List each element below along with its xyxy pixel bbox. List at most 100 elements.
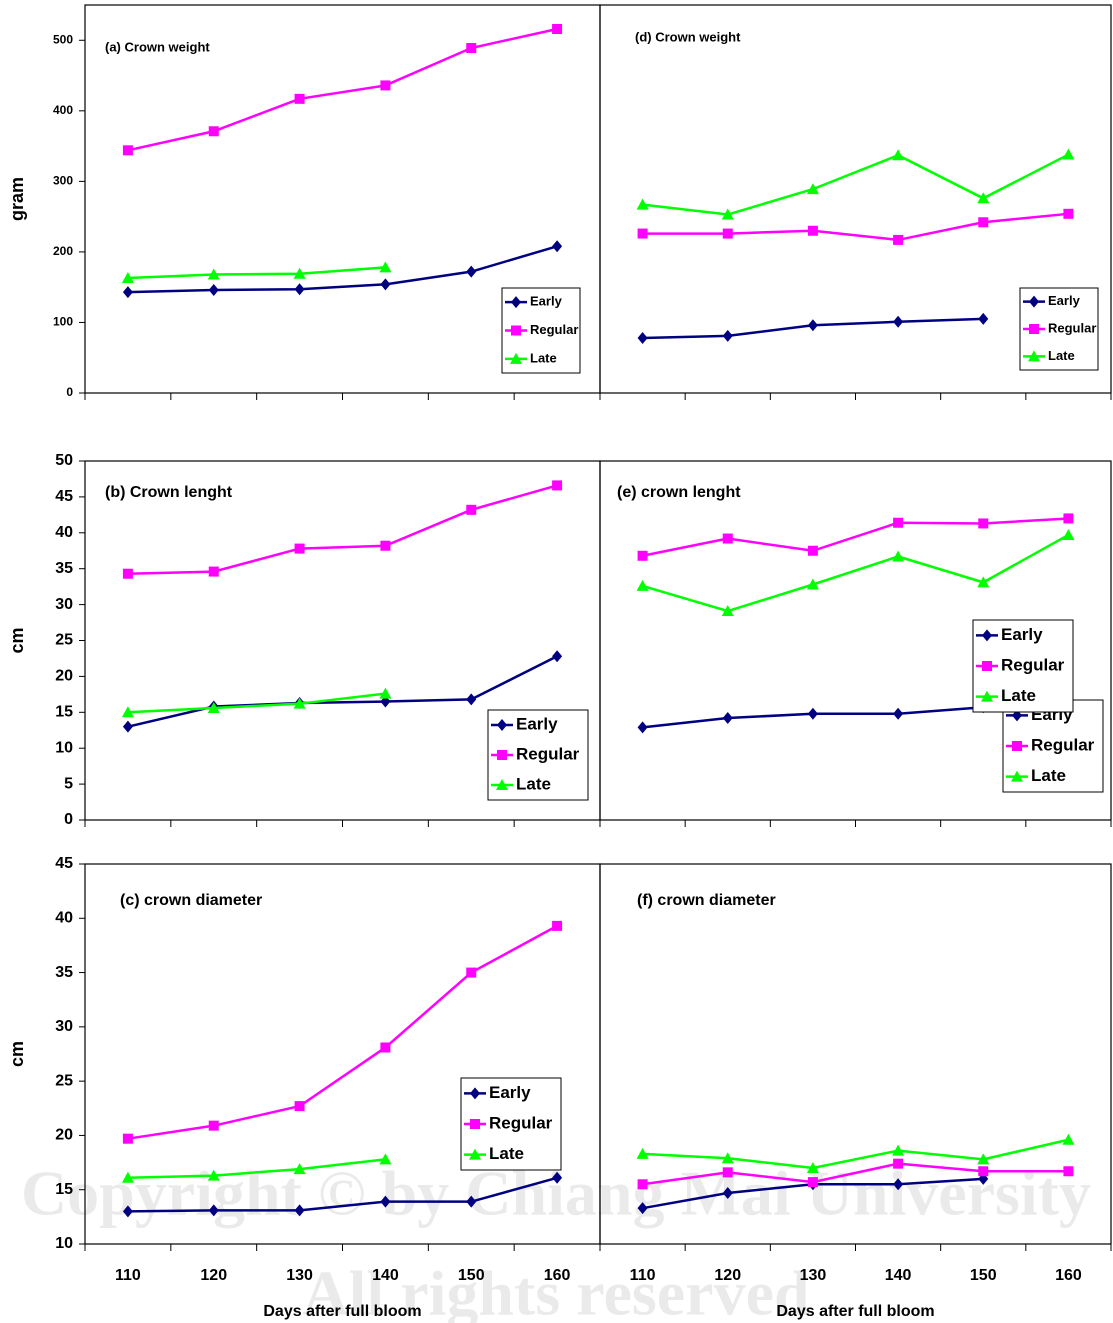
marker	[552, 921, 562, 931]
page: Copyright © by Chiang Mai University All…	[0, 0, 1113, 1323]
marker	[466, 693, 476, 705]
chart-title: (c) crown diameter	[120, 892, 262, 909]
marker	[723, 712, 733, 724]
marker	[637, 580, 649, 591]
y-tick-label: 200	[53, 244, 73, 258]
marker	[209, 567, 219, 577]
marker	[123, 721, 133, 733]
marker	[209, 126, 219, 136]
marker	[893, 518, 903, 528]
series-line	[643, 155, 1069, 215]
x-tick-label: 120	[200, 1267, 227, 1284]
y-tick-label: 15	[55, 1181, 73, 1198]
marker	[1063, 513, 1073, 523]
x-tick-label: 140	[885, 1267, 912, 1284]
marker	[638, 1179, 648, 1189]
marker	[978, 217, 988, 227]
legend-label: Early	[489, 1083, 531, 1102]
marker	[893, 708, 903, 720]
marker	[978, 518, 988, 528]
marker	[1062, 149, 1074, 160]
legend-label: Regular	[489, 1113, 553, 1132]
y-tick-label: 20	[55, 1127, 73, 1144]
x-tick-label: 160	[544, 1267, 571, 1284]
legend-label: Regular	[516, 744, 580, 763]
chart-title: (f) crown diameter	[637, 892, 776, 909]
chart-title: (d) Crown weight	[635, 29, 741, 44]
y-tick-label: 40	[55, 524, 73, 541]
series-line	[643, 535, 1069, 611]
marker	[808, 319, 818, 331]
marker	[380, 80, 390, 90]
y-axis-label: cm	[7, 627, 27, 653]
marker	[295, 1101, 305, 1111]
x-tick-label: 120	[714, 1267, 741, 1284]
x-tick-label: 140	[372, 1267, 399, 1284]
legend-label: Regular	[1048, 320, 1096, 335]
marker	[1012, 741, 1022, 751]
marker	[295, 283, 305, 295]
x-tick-label: 110	[630, 1267, 656, 1284]
y-tick-label: 30	[55, 1018, 73, 1035]
y-tick-label: 35	[55, 964, 73, 981]
marker	[466, 505, 476, 515]
marker	[123, 1134, 133, 1144]
x-tick-label: 150	[458, 1267, 485, 1284]
legend-label: Regular	[1001, 655, 1065, 674]
marker	[552, 480, 562, 490]
marker	[466, 266, 476, 278]
legend-label: Late	[1001, 686, 1036, 705]
marker	[808, 226, 818, 236]
legend-label: Regular	[1031, 735, 1095, 754]
marker	[638, 721, 648, 733]
marker	[1029, 324, 1039, 334]
x-axis-label: Days after full bloom	[776, 1303, 934, 1320]
y-tick-label: 300	[53, 174, 73, 188]
marker	[893, 235, 903, 245]
y-tick-label: 30	[55, 596, 73, 613]
x-tick-label: 150	[970, 1267, 997, 1284]
y-tick-label: 5	[64, 775, 73, 792]
legend-label: Early	[1048, 293, 1081, 308]
legend-label: Late	[1031, 766, 1066, 785]
series-line	[128, 246, 557, 292]
marker	[1062, 529, 1074, 540]
marker	[638, 551, 648, 561]
legend-label: Late	[516, 774, 551, 793]
marker	[723, 1167, 733, 1177]
y-tick-label: 40	[55, 910, 73, 927]
y-tick-label: 0	[64, 811, 73, 828]
x-tick-label: 130	[800, 1267, 827, 1284]
marker	[893, 316, 903, 328]
marker	[466, 43, 476, 53]
marker	[123, 286, 133, 298]
legend-label: Regular	[530, 322, 578, 337]
y-tick-label: 0	[66, 385, 73, 399]
marker	[638, 229, 648, 239]
marker	[552, 240, 562, 252]
y-tick-label: 25	[55, 632, 73, 649]
y-tick-label: 500	[53, 32, 73, 46]
marker	[723, 229, 733, 239]
y-tick-label: 400	[53, 103, 73, 117]
chart-title: (b) Crown lenght	[105, 484, 233, 501]
marker	[552, 24, 562, 34]
chart-figure: Copyright © by Chiang Mai University All…	[0, 0, 1113, 1323]
y-tick-label: 25	[55, 1072, 73, 1089]
marker	[892, 149, 904, 160]
series-line	[643, 214, 1069, 240]
marker	[209, 284, 219, 296]
y-axis-label: gram	[7, 177, 27, 221]
marker	[380, 541, 390, 551]
y-tick-label: 100	[53, 315, 73, 329]
chart-title: (a) Crown weight	[105, 39, 210, 54]
marker	[552, 650, 562, 662]
marker	[511, 326, 521, 336]
marker	[380, 278, 390, 290]
marker	[978, 1166, 988, 1176]
y-tick-label: 45	[55, 855, 73, 872]
y-tick-label: 35	[55, 560, 73, 577]
legend-label: Late	[1048, 348, 1075, 363]
series-line	[128, 267, 386, 278]
marker	[470, 1119, 480, 1129]
